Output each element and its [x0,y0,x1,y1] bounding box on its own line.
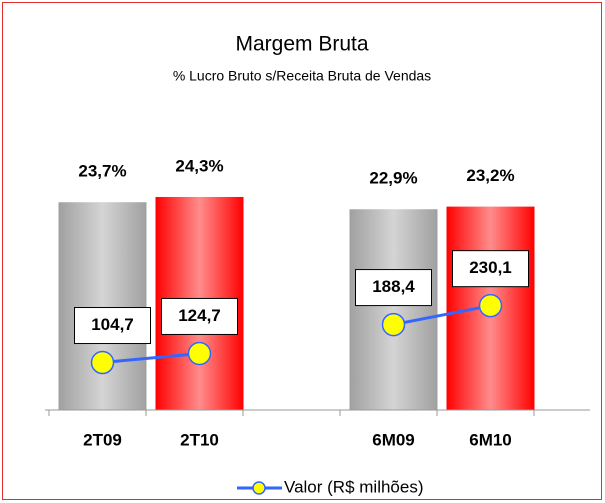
line-marker [478,293,503,318]
bar [58,202,147,410]
line-value-box [74,307,151,345]
chart-title: Margem Bruta [235,33,368,56]
line-marker [381,312,406,337]
bar-value-label: 24,3% [175,156,223,175]
line-marker [90,350,115,375]
line-value-label: 104,7 [91,315,134,334]
bar [349,209,438,410]
x-tick-label: 6M09 [372,430,415,449]
chart-subtitle: % Lucro Bruto s/Receita Bruta de Vendas [173,68,431,84]
bar-value-label: 23,7% [78,162,126,181]
legend-label: Valor (R$ milhões) [284,477,424,496]
bar-value-label: 23,2% [466,166,514,185]
x-tick-label: 2T10 [180,430,219,449]
line-value-box [161,297,238,335]
line [393,304,491,327]
x-tick-label: 6M10 [469,430,512,449]
line-marker [187,341,212,366]
line [102,351,200,365]
x-tick-label: 2T09 [83,430,122,449]
line-value-label: 124,7 [178,306,221,325]
line-value-label: 230,1 [469,258,512,277]
legend-marker [252,481,266,495]
bar-value-label: 22,9% [369,169,417,188]
line-value-box [452,250,529,288]
line-value-box [355,269,432,307]
line-value-label: 188,4 [372,277,415,296]
